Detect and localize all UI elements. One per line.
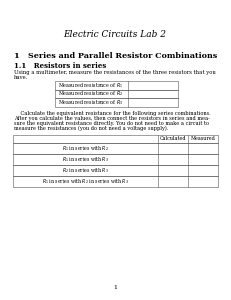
Bar [13, 154, 218, 165]
Bar [13, 176, 218, 187]
Text: 1: 1 [113, 285, 117, 290]
Text: Measured: Measured [191, 136, 216, 142]
Text: 1   Series and Parallel Resistor Combinations: 1 Series and Parallel Resistor Combinati… [14, 52, 217, 60]
Text: After you calculate the values, then connect the resistors in series and mea-: After you calculate the values, then con… [14, 116, 210, 121]
Text: Measured resistance of $R_1$: Measured resistance of $R_1$ [58, 81, 123, 90]
Text: Using a multimeter, measure the resistances of the three resistors that you: Using a multimeter, measure the resistan… [14, 70, 216, 75]
Bar [13, 143, 218, 154]
Text: $R_2$ in series with $R_3$: $R_2$ in series with $R_3$ [62, 166, 109, 175]
Text: 1.1   Resistors in series: 1.1 Resistors in series [14, 62, 106, 70]
Text: Calculate the equivalent resistance for the following series combinations.: Calculate the equivalent resistance for … [14, 111, 211, 116]
Bar [55, 89, 178, 98]
Bar [13, 135, 218, 143]
Text: have.: have. [14, 75, 28, 80]
Text: Measured resistance of $R_3$: Measured resistance of $R_3$ [58, 98, 123, 107]
Text: sure the equivalent resistance directly. You do not need to make a circuit to: sure the equivalent resistance directly.… [14, 121, 209, 126]
Text: $R_1$ in series with $R_2$: $R_1$ in series with $R_2$ [62, 144, 109, 153]
Text: $R_1$ in series with $R_3$: $R_1$ in series with $R_3$ [62, 155, 109, 164]
Text: measure the resistances (you do not need a voltage supply).: measure the resistances (you do not need… [14, 126, 168, 131]
Bar [55, 81, 178, 89]
Text: Measured resistance of $R_2$: Measured resistance of $R_2$ [58, 89, 123, 98]
Text: Electric Circuits Lab 2: Electric Circuits Lab 2 [64, 30, 167, 39]
Bar [13, 165, 218, 176]
Bar [55, 98, 178, 106]
Text: Calculated: Calculated [160, 136, 186, 142]
Text: $R_1$ in series with $R_2$ in series with $R_3$: $R_1$ in series with $R_2$ in series wit… [42, 177, 129, 186]
